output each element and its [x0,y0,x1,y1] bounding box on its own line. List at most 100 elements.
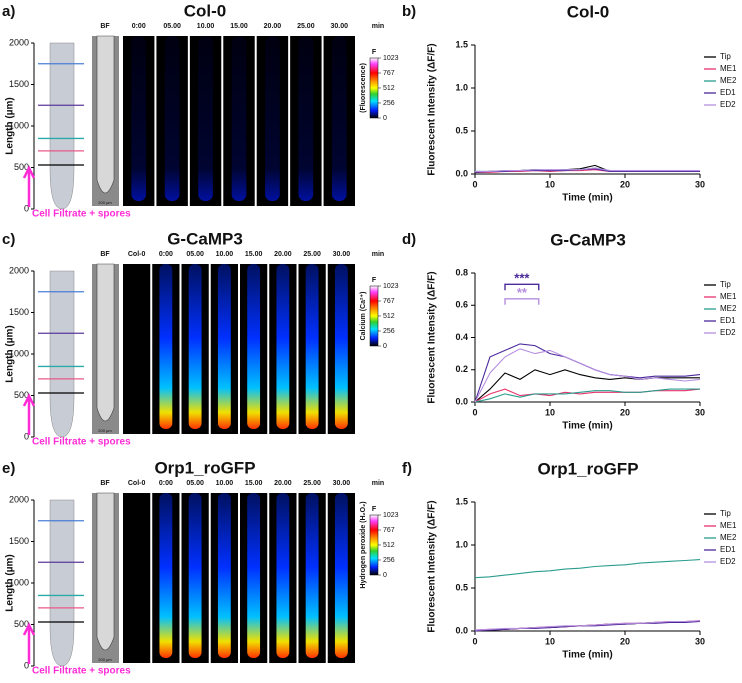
time-label: 15.00 [230,23,248,30]
series-line [474,559,701,579]
scale-bar-label: 200 µm [98,200,112,205]
time-label: 05.00 [186,480,204,487]
legend-label: ED2 [720,557,736,566]
y-tick-label: 1.0 [455,82,468,92]
unit-label: min [372,23,384,30]
x-tick-label: 20 [620,179,630,189]
treatment-label: Cell Filtrate + spores [32,209,131,220]
colorbar [369,514,379,576]
time-label: Col-0 [128,251,146,258]
y-tick-label: 0.5 [455,125,468,135]
colorbar-tick-label: 1023 [383,512,399,519]
y-tick-label: 0.2 [455,364,468,374]
y-tick-label: 0 [24,431,29,441]
series-line [474,388,701,403]
y-tick-label: 1000 [9,348,29,358]
y-tick-label: 0.0 [455,168,468,178]
image-strip [123,493,151,663]
treatment-label: Cell Filtrate + spores [32,666,131,677]
y-tick-label: 2000 [9,494,29,504]
y-tick-label: 1500 [9,79,29,89]
signal [334,493,348,658]
signal [334,264,348,429]
chart-title: G-CaMP3 [550,230,626,249]
time-label: 15.00 [245,480,263,487]
panel-letter: c) [2,231,15,248]
time-label: 20.00 [274,480,292,487]
x-tick-label: 0 [472,407,477,417]
y-tick-label: 0 [24,203,29,213]
legend-label: ED1 [720,545,736,554]
time-label: 30.00 [331,23,349,30]
colorbar-tick-label: 256 [383,100,395,107]
colorbar-tick-label: 0 [383,572,387,579]
colorbar-label: (Fluorescence) [360,63,367,113]
series-line [474,388,700,403]
scale-bar-label: 200 µm [98,428,112,433]
x-tick-label: 10 [545,179,555,189]
legend-label: ED2 [720,100,736,109]
y-tick-label: 2000 [9,265,29,275]
signal [276,264,290,429]
colorbar-tick-label: 0 [383,343,387,350]
signal [305,264,319,429]
signal [247,264,261,429]
series-line [474,348,701,403]
panel-letter: e) [2,460,15,477]
y-tick-label: 1.5 [455,39,468,49]
time-label: 20.00 [274,251,292,258]
bf-root [96,263,115,422]
y-tick-label: 0.5 [455,582,468,592]
time-label: Col-0 [128,480,146,487]
colorbar-tick-label: 0 [383,115,387,122]
chart-title: Col-0 [567,2,610,21]
time-label: 10.00 [216,251,234,258]
legend-label: ME2 [720,533,737,542]
y-axis-label: Fluorescent Intensity (ΔF/F) [427,271,438,403]
treatment-arrow [22,393,36,435]
time-label: 20.00 [264,23,282,30]
legend-label: ME2 [720,76,737,85]
y-tick-label: 1.5 [455,496,468,506]
panel-letter: f) [402,460,412,477]
colorbar-tick-label: 1023 [383,55,399,62]
x-tick-label: 0 [472,179,477,189]
signal [159,493,173,658]
panel-title: Col-0 [184,1,227,20]
time-label: 05.00 [186,251,204,258]
series-line [474,369,700,403]
colorbar-tick-label: 512 [383,313,395,320]
time-label: 30.00 [333,251,351,258]
signal [305,493,319,658]
colorbar-tick-label: 767 [383,298,395,305]
y-tick-label: 1500 [9,307,29,317]
x-tick-label: 30 [695,407,705,417]
legend-label: ME2 [720,304,737,313]
root-schematic [49,270,75,438]
treatment-label: Cell Filtrate + spores [32,437,131,448]
colorbar-tick-label: 767 [383,527,395,534]
bf-label: BF [100,23,110,30]
panel-letter: b) [402,3,416,20]
legend-label: ED1 [720,316,736,325]
root-schematic [49,42,75,210]
treatment-arrow [22,165,36,207]
y-tick-label: 1500 [9,536,29,546]
unit-label: min [372,480,384,487]
y-tick-label: 0.4 [455,332,468,342]
signal [231,36,247,201]
panel-letter: d) [402,231,416,248]
x-tick-label: 10 [545,407,555,417]
signal [276,493,290,658]
colorbar [369,285,379,347]
y-tick-label: 2000 [9,37,29,47]
y-tick-label: 1000 [9,120,29,130]
x-tick-label: 0 [472,636,477,646]
y-axis-label: Length (µm) [5,97,16,154]
root-schematic [49,499,75,667]
legend-label: Tip [720,509,731,518]
signal [265,36,280,201]
image-strip [123,264,151,434]
y-tick-label: 0.0 [455,625,468,635]
